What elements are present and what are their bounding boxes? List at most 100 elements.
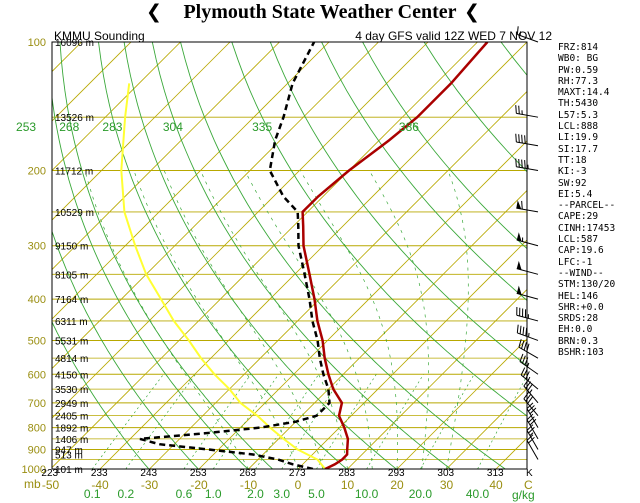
isotherm-line <box>445 387 527 469</box>
wind-barb-flag <box>516 324 519 333</box>
moist-adiabat-line <box>244 170 373 469</box>
wind-barb <box>523 379 539 404</box>
wind-barbs <box>515 26 539 460</box>
pressure-tick-label: 800 <box>28 423 46 435</box>
isotherm-line <box>99 42 527 469</box>
mixing-ratio-unit-label: g/kg <box>512 488 535 502</box>
wind-barb-flag <box>525 371 530 380</box>
temp-tick-label: 20 <box>390 478 404 492</box>
dry-adiabat-line <box>362 42 527 250</box>
temp-tick-label: 30 <box>440 478 454 492</box>
pressure-tick-label: 200 <box>28 166 46 178</box>
height-label: 947 m <box>55 445 83 456</box>
stability-indices: FRZ:814 WB0: BG PW:0.59 RH:77.3 MAXT:14.4 TH:… <box>558 42 640 358</box>
kelvin-unit-label: K <box>526 468 533 479</box>
kelvin-tick-label: 273 <box>289 468 306 479</box>
stat-line: LI:19.9 <box>558 132 599 144</box>
wind-barb <box>526 402 539 428</box>
wind-barb-flag <box>527 396 533 404</box>
kelvin-tick-label: 223 <box>41 468 58 479</box>
temp-tick-label: 0 <box>295 478 302 492</box>
wind-barb-flag <box>528 426 535 434</box>
wind-barb <box>526 434 539 460</box>
stat-line: LCL:587 <box>558 234 599 246</box>
isotherm-line <box>52 42 281 271</box>
kelvin-tick-label: 253 <box>190 468 207 479</box>
moist-adiabat-line <box>299 170 398 469</box>
isotherm-line <box>148 90 527 469</box>
height-label: 10529 m <box>55 208 94 219</box>
wind-barb-flag <box>518 158 520 168</box>
wind-barb-staff <box>516 166 539 172</box>
wind-barb-flag <box>522 326 525 336</box>
temp-tick-label: -50 <box>42 478 60 492</box>
wind-barb-flag <box>518 339 522 348</box>
temp-tick-label: -20 <box>190 478 208 492</box>
mixing-ratio-line <box>281 374 344 469</box>
wind-barb <box>520 367 539 390</box>
wind-barb-pennant <box>516 232 522 242</box>
wind-barb <box>516 200 539 213</box>
mixing-ratio-line <box>316 374 377 469</box>
wind-barb <box>515 105 539 118</box>
wind-barb-flag <box>526 343 530 352</box>
dry-adiabat-line <box>52 230 199 469</box>
wind-barb-flag <box>528 416 535 423</box>
isotherm-line <box>247 189 527 469</box>
stat-line: BRN:0.3 <box>558 335 599 347</box>
wind-barb-flag <box>522 369 528 378</box>
stat-line: BSHR:103 <box>558 347 604 359</box>
parcel-trace <box>120 83 326 469</box>
height-label: 8105 m <box>55 270 88 281</box>
wind-barb-staff <box>526 440 539 460</box>
plot-frame <box>51 41 528 470</box>
height-label: 101 m <box>55 465 83 476</box>
wind-barb-staff <box>516 314 539 322</box>
wind-barb-half-flag <box>529 389 533 394</box>
wind-barb <box>523 391 539 416</box>
height-label: 1892 m <box>55 424 88 435</box>
isotherm-line <box>52 42 479 469</box>
isotherm-line <box>297 239 527 469</box>
height-label: 16096 m <box>55 38 94 49</box>
temperature-trace <box>301 42 489 469</box>
wind-barb-staff <box>517 34 539 43</box>
height-label: 13526 m <box>55 113 94 124</box>
wind-barb-icon: ❮ <box>146 1 162 23</box>
mixing-ratio-line <box>477 375 527 469</box>
stat-line: KI:-3 <box>558 166 587 178</box>
isotherm-line <box>346 288 527 469</box>
wind-barb-flag <box>515 105 517 114</box>
pressure-tick-label: 600 <box>28 369 46 381</box>
pressure-tick-label: 700 <box>28 398 46 410</box>
wind-barb-pennant <box>516 260 522 270</box>
dry-adiabat-line <box>269 42 527 367</box>
wind-barb-flag <box>526 424 534 431</box>
wind-barb-flag <box>521 200 523 210</box>
mixing-ratio-tick-label: 0.2 <box>117 487 134 501</box>
wind-barb-staff <box>520 374 539 390</box>
wind-barb-flag <box>526 413 534 421</box>
wind-barb-flag <box>521 134 523 144</box>
stat-line: --WIND-- <box>558 267 604 279</box>
mixing-ratio-line <box>125 374 196 469</box>
chart-grid <box>52 42 527 469</box>
height-label: 6311 m <box>55 317 88 328</box>
banner: ❮ Plymouth State Weather Center ❮ <box>0 0 640 26</box>
stat-line: LFC:-1 <box>558 256 593 268</box>
moist-adiabat-line <box>368 170 429 469</box>
wind-barb-flag <box>515 158 517 167</box>
stat-line: EI:5.4 <box>558 188 593 200</box>
height-label: 2405 m <box>55 412 88 423</box>
dry-adiabat-line <box>98 42 348 469</box>
dry-adiabat-line <box>52 94 249 469</box>
dry-adiabat-line <box>52 320 150 469</box>
pressure-tick-label: 100 <box>28 37 46 49</box>
wind-barb-flag <box>523 391 530 400</box>
height-label: 513 m <box>55 451 83 462</box>
wind-barb-staff <box>519 361 539 375</box>
kelvin-tick-label: 263 <box>239 468 256 479</box>
